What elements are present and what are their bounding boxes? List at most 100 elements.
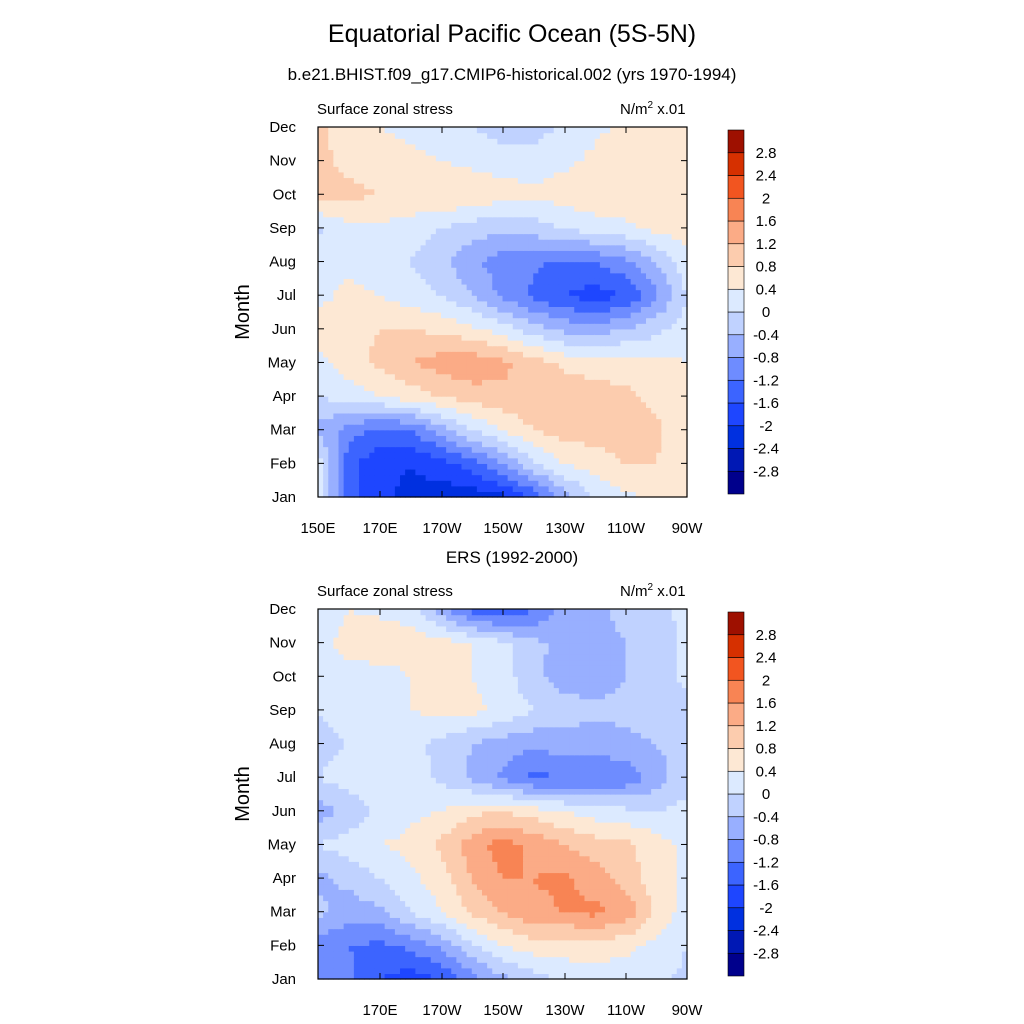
heatmap-cell xyxy=(523,440,529,448)
heatmap-cell xyxy=(589,457,596,464)
heatmap-cell xyxy=(425,345,432,352)
heatmap-cell xyxy=(610,491,616,498)
heatmap-cell xyxy=(569,138,575,145)
heatmap-cell xyxy=(456,312,463,319)
heatmap-cell xyxy=(492,239,498,246)
heatmap-cell xyxy=(343,306,350,313)
heatmap-cell xyxy=(374,491,381,498)
heatmap-cell xyxy=(558,384,565,392)
heatmap-cell xyxy=(379,267,386,274)
heatmap-cell xyxy=(420,283,427,291)
heatmap-cell xyxy=(497,435,504,442)
heatmap-cell xyxy=(456,143,463,151)
heatmap-cell xyxy=(548,143,555,151)
legend-swatch xyxy=(727,448,745,472)
heatmap-cell xyxy=(605,306,611,313)
heatmap-cell xyxy=(369,216,375,223)
heatmap-cell xyxy=(425,149,432,156)
heatmap-cell xyxy=(420,138,427,145)
heatmap-cell xyxy=(671,222,678,229)
heatmap-cell xyxy=(415,222,422,229)
heatmap-cell xyxy=(466,474,473,481)
heatmap-cell xyxy=(318,244,324,251)
heatmap-cell xyxy=(420,239,427,246)
y-tick-label: Apr xyxy=(273,388,296,405)
heatmap-cell xyxy=(333,244,340,251)
heatmap-cell xyxy=(502,368,509,375)
heatmap-cell xyxy=(323,149,329,156)
heatmap-cell xyxy=(410,328,416,336)
heatmap-cell xyxy=(594,356,601,364)
heatmap-cell xyxy=(400,278,406,285)
heatmap-cell xyxy=(548,474,555,481)
heatmap-cell xyxy=(625,216,632,223)
heatmap-cell xyxy=(487,340,493,347)
heatmap-cell xyxy=(379,317,386,324)
heatmap-cell xyxy=(548,480,555,487)
heatmap-cell xyxy=(410,177,416,184)
heatmap-cell xyxy=(348,138,355,145)
heatmap-cell xyxy=(625,424,632,431)
heatmap-cell xyxy=(599,267,606,274)
heatmap-cell xyxy=(533,362,539,369)
heatmap-cell xyxy=(681,463,688,470)
heatmap-cell xyxy=(681,379,688,386)
heatmap-cell xyxy=(671,233,678,240)
heatmap-cell xyxy=(558,127,565,134)
heatmap-cell xyxy=(379,261,386,268)
heatmap-cell xyxy=(517,272,524,279)
heatmap-cell xyxy=(517,244,524,251)
heatmap-cell xyxy=(523,250,529,257)
heatmap-cell xyxy=(389,424,396,431)
heatmap-cell xyxy=(441,468,447,476)
heatmap-cell xyxy=(574,295,580,302)
heatmap-cell xyxy=(389,373,396,380)
heatmap-cell xyxy=(471,205,478,212)
heatmap-cell xyxy=(456,351,463,358)
heatmap-cell xyxy=(569,396,575,403)
heatmap-cell xyxy=(456,424,463,431)
heatmap-cell xyxy=(620,183,627,190)
heatmap-cell xyxy=(574,149,580,156)
heatmap-cell xyxy=(425,205,432,212)
heatmap-cell xyxy=(543,244,550,251)
heatmap-cell xyxy=(620,351,627,358)
heatmap-cell xyxy=(640,396,647,403)
heatmap-cell xyxy=(538,199,545,207)
heatmap-cell xyxy=(661,491,668,498)
heatmap-cell xyxy=(420,323,427,330)
heatmap-cell xyxy=(635,289,642,296)
heatmap-cell xyxy=(333,239,340,246)
heatmap-cell xyxy=(523,211,529,218)
heatmap-cell xyxy=(676,132,683,139)
heatmap-cell xyxy=(517,160,524,167)
heatmap-cell xyxy=(656,155,662,162)
heatmap-cell xyxy=(599,440,606,448)
heatmap-cell xyxy=(476,216,483,223)
heatmap-cell xyxy=(625,468,632,476)
heatmap-cell xyxy=(620,418,627,425)
heatmap-cell xyxy=(671,278,678,285)
heatmap-cell xyxy=(487,160,493,167)
heatmap-cell xyxy=(620,261,627,268)
heatmap-cell xyxy=(610,267,616,274)
heatmap-cell xyxy=(333,962,340,969)
heatmap-cell xyxy=(558,138,565,145)
heatmap-cell xyxy=(446,463,452,470)
heatmap-cell xyxy=(502,272,509,279)
heatmap-cell xyxy=(523,171,529,179)
heatmap-cell xyxy=(615,440,621,448)
heatmap-cell xyxy=(359,345,365,352)
heatmap-cell xyxy=(564,446,570,453)
heatmap-cell xyxy=(666,205,673,212)
heatmap-cell xyxy=(461,356,468,364)
heatmap-cell xyxy=(492,351,498,358)
heatmap-cell xyxy=(425,351,432,358)
heatmap-cell xyxy=(538,485,545,492)
heatmap-cell xyxy=(610,485,616,492)
heatmap-cell xyxy=(543,183,550,190)
heatmap-cell xyxy=(482,166,488,173)
heatmap-cell xyxy=(487,155,493,162)
heatmap-cell xyxy=(461,233,468,240)
heatmap-cell xyxy=(492,390,498,397)
